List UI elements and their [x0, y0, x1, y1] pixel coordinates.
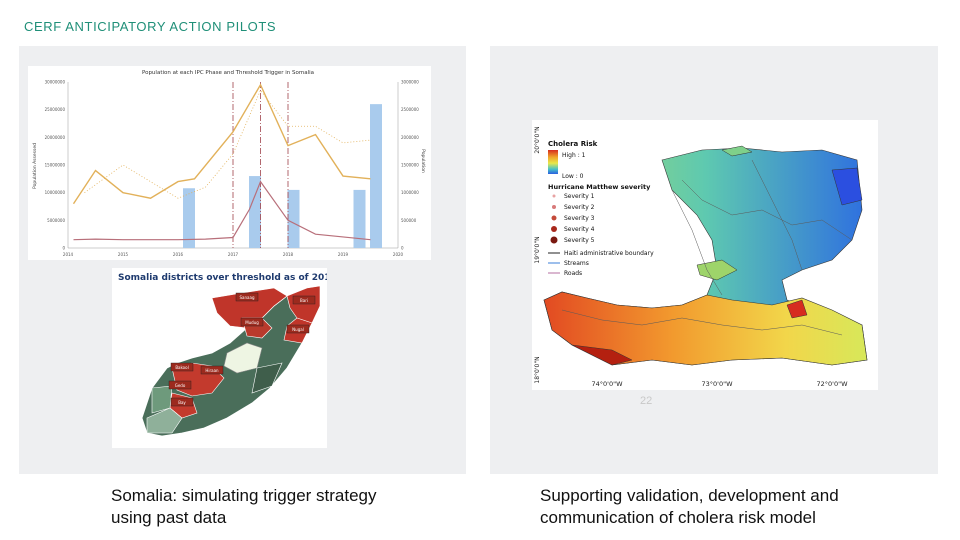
right-caption: Supporting validation, development and c…: [540, 485, 900, 529]
chart-bar: [353, 189, 366, 248]
district-label: Mudug: [245, 320, 259, 325]
x-tick-label: 2017: [228, 252, 239, 257]
district-label: Gedo: [175, 383, 186, 388]
severity-label: Severity 1: [564, 193, 595, 200]
somalia-chart: Population at each IPC Phase and Thresho…: [28, 66, 431, 260]
x-tick-label: 2016: [173, 252, 184, 257]
severity-label: Severity 4: [564, 226, 595, 233]
district-label-box: [286, 324, 310, 334]
district-label-box: [292, 295, 316, 305]
chart-series-line: [72, 83, 371, 205]
left-caption: Somalia: simulating trigger strategy usi…: [111, 485, 431, 529]
x-tick-label: 2014: [63, 252, 74, 257]
chart-ylabel: Population Assessed: [32, 143, 38, 189]
district-label-box: [170, 397, 194, 407]
longitude-label: 72°0'0"W: [817, 380, 849, 388]
district-label: Bakool: [175, 365, 188, 370]
severity-marker: [552, 194, 556, 198]
severity-label: Severity 5: [564, 237, 595, 244]
legend-title: Cholera Risk: [548, 140, 598, 148]
somalia-districts-map: Somalia districts over threshold as of 2…: [112, 268, 369, 448]
y-tick-label: 0: [62, 246, 65, 251]
y-tick-label: 5000000: [47, 218, 65, 223]
x-tick-label: 2020: [393, 252, 404, 257]
severity-marker: [551, 215, 557, 221]
x-tick-label: 2015: [118, 252, 129, 257]
chart-title: Population at each IPC Phase and Thresho…: [142, 70, 314, 76]
severity-label: Severity 2: [564, 204, 595, 211]
y2-tick-label: 2500000: [401, 107, 419, 112]
district-label: Bay: [178, 400, 186, 405]
legend-high: High : 1: [562, 152, 586, 159]
severity-label: Severity 3: [564, 215, 595, 222]
x-tick-label: 2019: [338, 252, 349, 257]
district-label-box: [200, 365, 224, 375]
y-tick-label: 30000000: [45, 80, 66, 85]
right-caption-line1: Supporting validation, development and: [540, 486, 839, 505]
district-label: Hiraan: [205, 368, 219, 373]
left-caption-line2: using past data: [111, 508, 227, 527]
line-legend-label: Streams: [564, 260, 589, 267]
chart-series-line: [84, 89, 371, 199]
haiti-cholera-map: Cholera Risk High : 1 Low : 0 Hurricane …: [532, 120, 878, 390]
severity-marker: [550, 236, 558, 244]
slide-number: 22: [640, 395, 653, 407]
y2-tick-label: 2000000: [401, 135, 419, 140]
line-legend-label: Roads: [564, 270, 582, 277]
severity-title: Hurricane Matthew severity: [548, 183, 651, 191]
somalia-chart-svg: Population at each IPC Phase and Thresho…: [32, 70, 426, 257]
haiti-shape: [543, 145, 868, 366]
haiti-map-svg: Cholera Risk High : 1 Low : 0 Hurricane …: [532, 120, 878, 390]
x-tick-label: 2018: [283, 252, 294, 257]
district-label: Sanaag: [240, 295, 255, 300]
right-caption-line2: communication of cholera risk model: [540, 508, 816, 527]
longitude-label: 74°0'0"W: [592, 380, 624, 388]
district-label-box: [240, 317, 264, 327]
left-caption-line1: Somalia: simulating trigger strategy: [111, 486, 377, 505]
risk-gradient: [548, 150, 558, 174]
latitude-label: 19°0'0"N: [534, 236, 541, 263]
y2-tick-label: 1000000: [401, 190, 419, 195]
chart-bar: [287, 189, 300, 248]
chart-bar: [370, 104, 382, 248]
somalia-map-shape: [141, 285, 321, 437]
y2-tick-label: 1500000: [401, 163, 419, 168]
district-label: Bari: [300, 298, 308, 303]
y-tick-label: 25000000: [45, 107, 66, 112]
y-tick-label: 20000000: [45, 135, 66, 140]
line-legend-label: Haiti administrative boundary: [564, 250, 654, 257]
somalia-map-title: Somalia districts over threshold as of 2…: [118, 273, 327, 283]
longitude-label: 73°0'0"W: [702, 380, 734, 388]
y2-tick-label: 3000000: [401, 80, 419, 85]
severity-marker: [552, 205, 556, 209]
legend-low: Low : 0: [562, 173, 584, 180]
district-label: Nugal: [292, 327, 304, 332]
y2-tick-label: 0: [401, 246, 404, 251]
chart-series-line: [73, 180, 371, 241]
latitude-label: 18°0'0"N: [534, 356, 541, 383]
chart-bar: [249, 176, 261, 248]
somalia-map-svg: Somalia districts over threshold as of 2…: [118, 273, 369, 437]
y-tick-label: 15000000: [45, 163, 66, 168]
haiti-legend: Cholera Risk High : 1 Low : 0 Hurricane …: [548, 140, 654, 277]
district-label-box: [168, 380, 192, 390]
chart-bar: [183, 188, 195, 248]
y-tick-label: 10000000: [45, 190, 66, 195]
chart-y2label: Population: [420, 149, 426, 173]
district-label-box: [235, 292, 259, 302]
y2-tick-label: 500000: [401, 218, 417, 223]
severity-marker: [551, 226, 557, 232]
page-title: CERF ANTICIPATORY ACTION PILOTS: [24, 19, 277, 34]
district-label-box: [170, 362, 194, 372]
latitude-label: 20°0'0"N: [534, 126, 541, 153]
